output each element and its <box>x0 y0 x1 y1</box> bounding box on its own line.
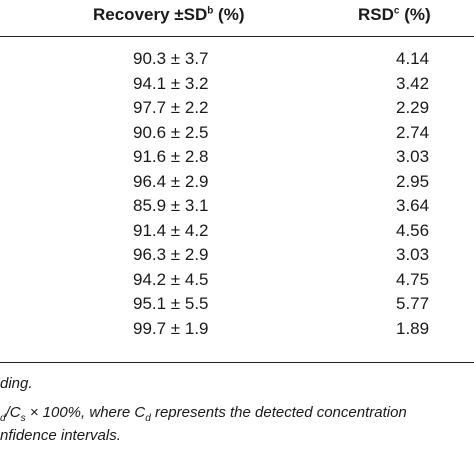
column-header-recovery-text: Recovery ±SD <box>93 5 208 24</box>
table-row: 90.3 ± 3.7 4.14 <box>0 47 474 72</box>
recovery-cell: 96.3 ± 2.9 <box>133 245 209 264</box>
rsd-cell: 4.56 <box>396 220 430 240</box>
table-row: 85.9 ± 3.1 3.64 <box>0 194 474 219</box>
rsd-cell: 2.95 <box>396 171 430 191</box>
table-row: 95.1 ± 5.5 5.77 <box>0 292 474 317</box>
rsd-cell: 5.77 <box>396 294 430 313</box>
column-header-rsd-unit: (%) <box>399 5 431 24</box>
column-header-recovery-footnote-mark: b <box>207 5 214 17</box>
column-header-rsd-text: RSD <box>358 5 394 24</box>
table-row: 96.3 ± 2.9 3.03 <box>0 243 474 268</box>
column-header-recovery: Recovery ±SDb (%) <box>93 5 245 25</box>
table-bottom-rule <box>0 362 474 363</box>
recovery-cell: 90.3 ± 3.7 <box>133 49 209 68</box>
rsd-cell: 4.14 <box>396 49 430 68</box>
rsd-cell: 1.89 <box>396 318 430 338</box>
footnote-line-1: ding. <box>0 375 33 392</box>
footnote-subscript: s <box>20 413 26 424</box>
table-row: 94.1 ± 3.2 3.42 <box>0 72 474 97</box>
recovery-cell: 90.6 ± 2.5 <box>133 122 209 142</box>
table-row: 91.6 ± 2.8 3.03 <box>0 145 474 170</box>
table-body: 90.3 ± 3.7 4.14 94.1 ± 3.2 3.42 97.7 ± 2… <box>0 47 474 341</box>
table-top-rule <box>0 36 474 37</box>
column-header-rsd: RSDc (%) <box>358 5 431 25</box>
recovery-cell: 96.4 ± 2.9 <box>133 171 209 191</box>
table-row: 91.4 ± 4.2 4.56 <box>0 219 474 244</box>
recovery-cell: 85.9 ± 3.1 <box>133 196 209 215</box>
rsd-cell: 3.03 <box>396 245 430 264</box>
rsd-cell: 2.29 <box>396 98 430 117</box>
recovery-cell: 94.2 ± 4.5 <box>133 269 209 289</box>
recovery-cell: 97.7 ± 2.2 <box>133 98 209 117</box>
rsd-cell: 3.03 <box>396 147 430 166</box>
rsd-cell: 3.64 <box>396 196 430 215</box>
recovery-cell: 91.4 ± 4.2 <box>133 220 209 240</box>
table-row: 96.4 ± 2.9 2.95 <box>0 170 474 195</box>
footnote-subscript: d <box>145 413 151 424</box>
recovery-cell: 94.1 ± 3.2 <box>133 73 209 93</box>
column-header-recovery-unit: (%) <box>213 5 245 24</box>
table-row: 90.6 ± 2.5 2.74 <box>0 121 474 146</box>
table-row: 99.7 ± 1.9 1.89 <box>0 317 474 342</box>
recovery-cell: 91.6 ± 2.8 <box>133 147 209 166</box>
footnote-line-2: d/Cs × 100%, where Cd represents the det… <box>0 404 407 424</box>
rsd-cell: 3.42 <box>396 73 430 93</box>
rsd-cell: 4.75 <box>396 269 430 289</box>
recovery-cell: 99.7 ± 1.9 <box>133 318 209 338</box>
recovery-cell: 95.1 ± 5.5 <box>133 294 209 313</box>
table-row: 97.7 ± 2.2 2.29 <box>0 96 474 121</box>
footnote-subscript: d <box>0 413 6 424</box>
rsd-cell: 2.74 <box>396 122 430 142</box>
column-header-rsd-footnote-mark: c <box>393 5 400 17</box>
footnote-line-3: nfidence intervals. <box>0 427 121 444</box>
table-row: 94.2 ± 4.5 4.75 <box>0 268 474 293</box>
